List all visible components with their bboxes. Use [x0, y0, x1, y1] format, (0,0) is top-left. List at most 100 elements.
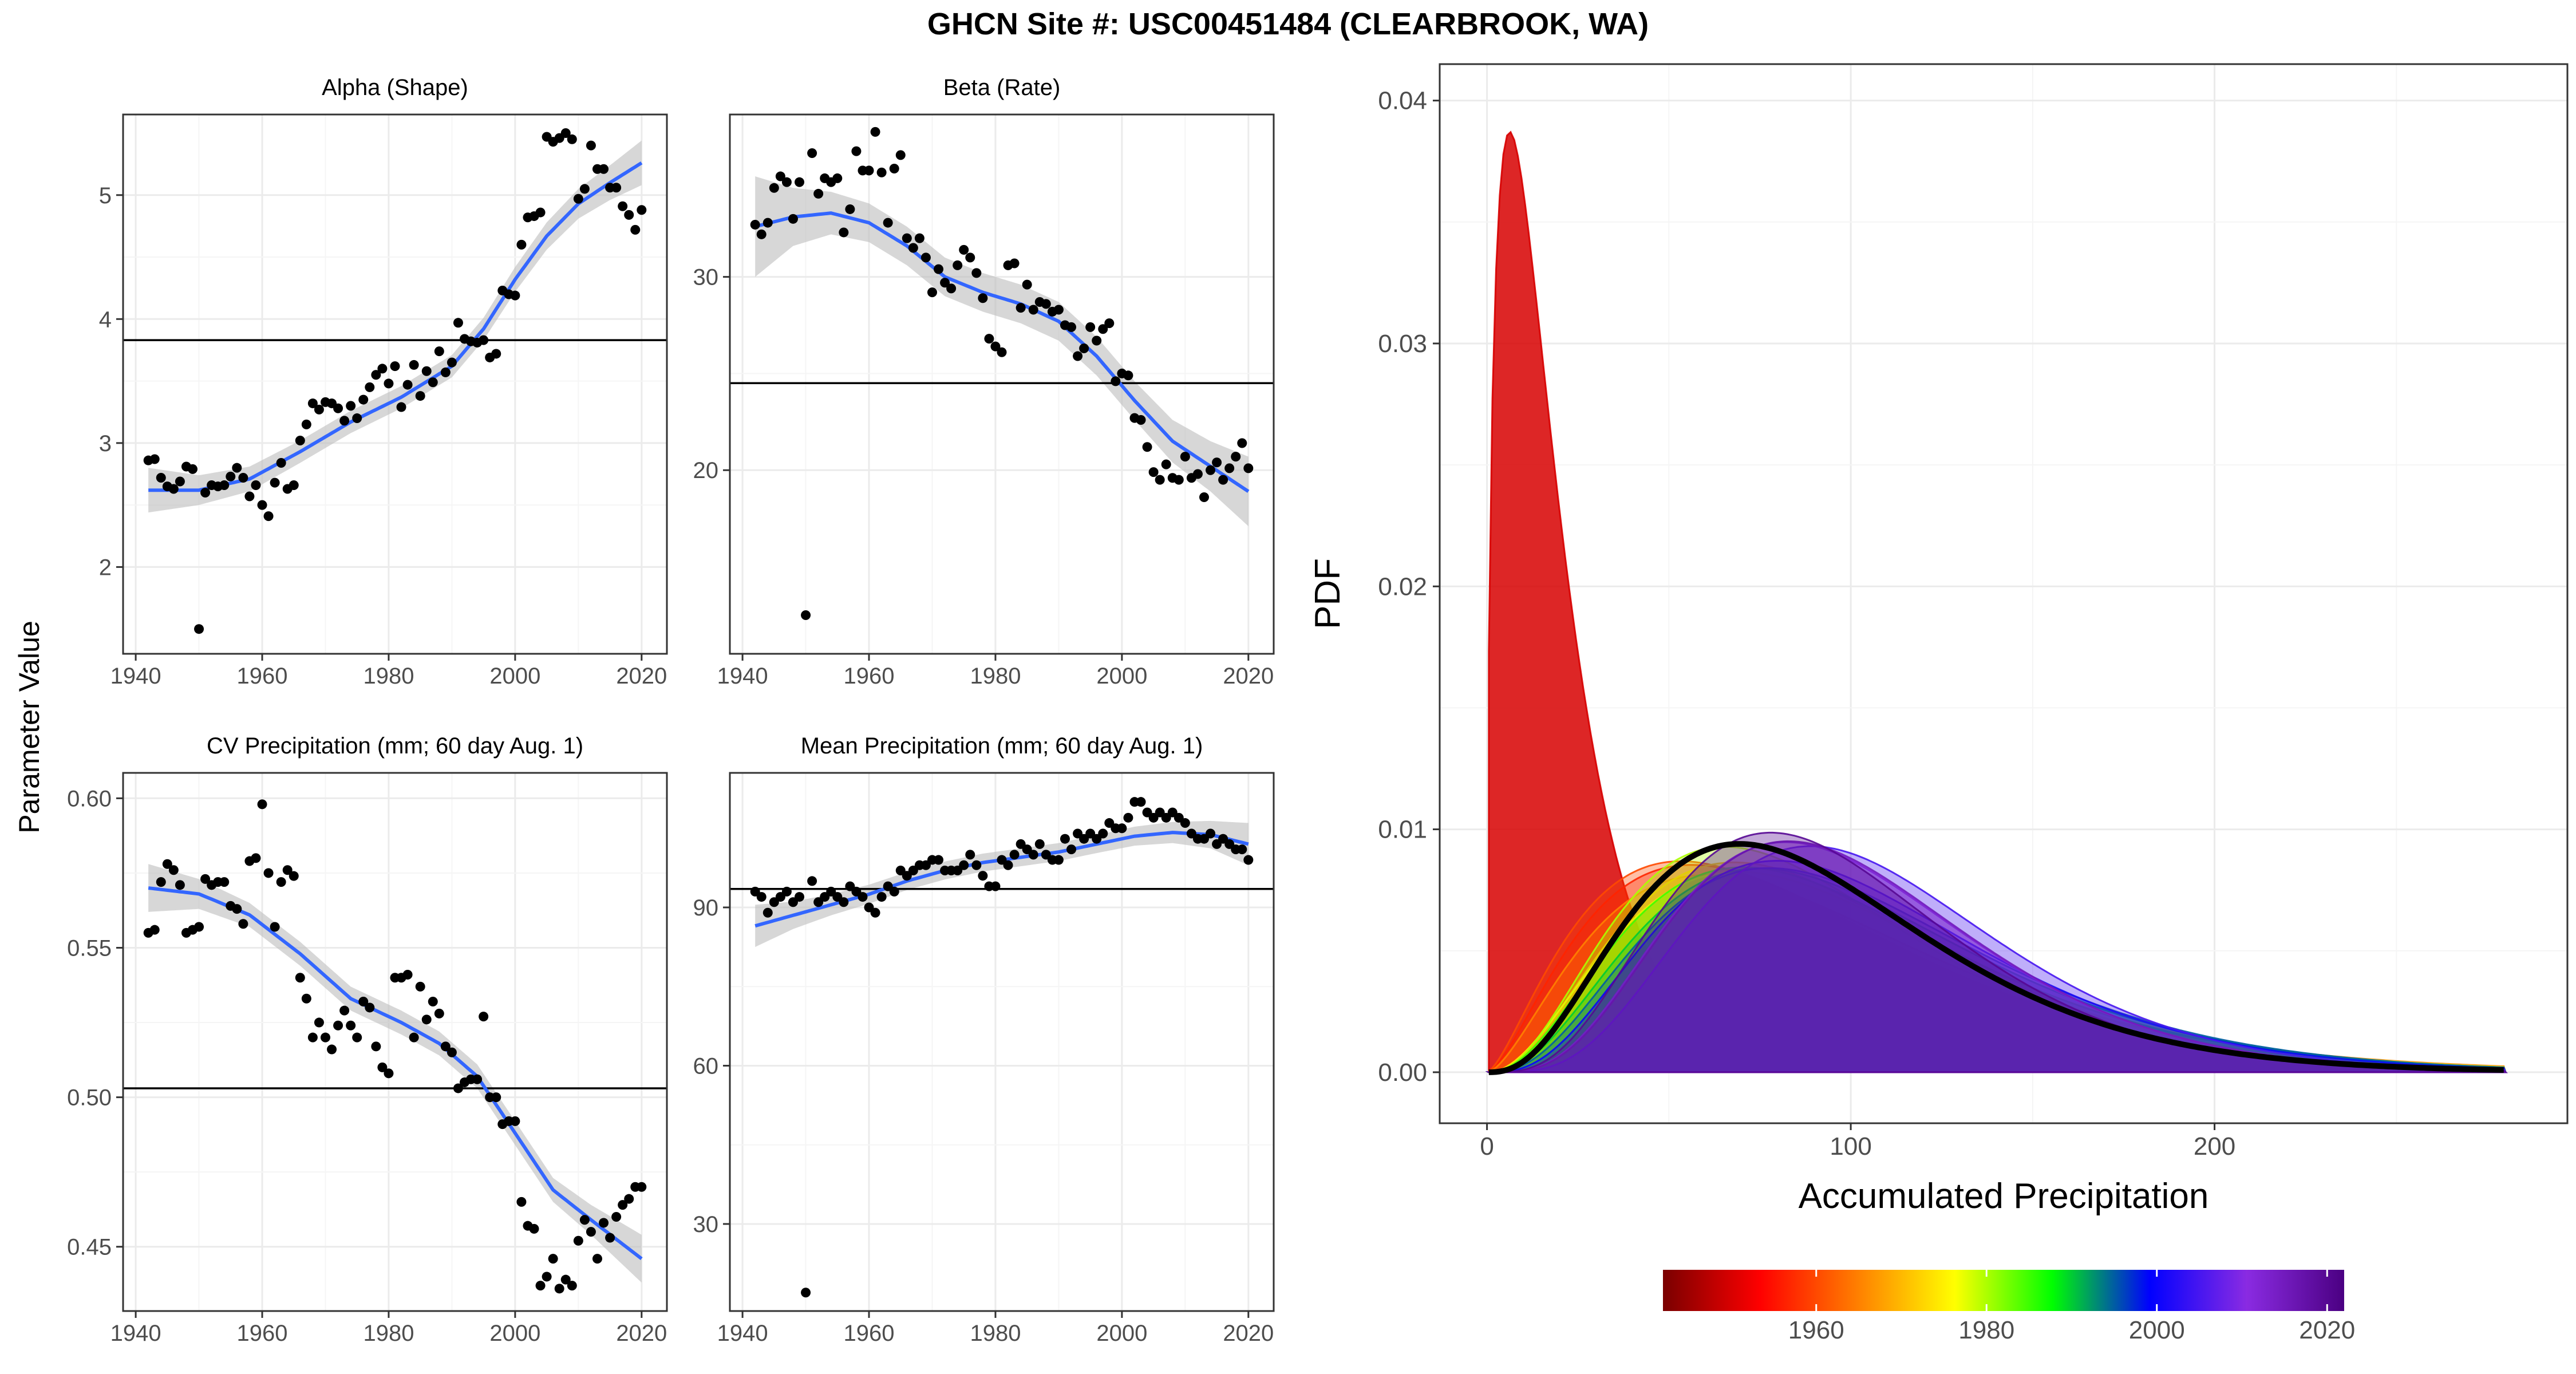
colorbar-legend: 1960 1980 2000 2020	[1663, 1270, 2355, 1344]
y-tick-label: 0.50	[67, 1085, 112, 1111]
data-point	[1060, 834, 1070, 844]
data-point	[959, 860, 969, 870]
data-point	[428, 997, 438, 1006]
data-point	[542, 1272, 552, 1282]
x-tick-label: 200	[2194, 1132, 2235, 1160]
data-point	[232, 463, 242, 473]
data-point	[333, 403, 343, 413]
data-point	[333, 1020, 343, 1030]
data-point	[990, 341, 1001, 352]
data-point	[346, 401, 356, 411]
data-point	[479, 1012, 489, 1022]
data-point	[858, 892, 868, 902]
data-point	[314, 1017, 324, 1028]
panel-title: Mean Precipitation (mm; 60 day Aug. 1)	[801, 733, 1203, 759]
y-tick-label: 5	[99, 183, 112, 208]
x-tick-label: 100	[1830, 1132, 1871, 1160]
data-point	[156, 472, 166, 483]
data-point	[801, 610, 811, 620]
data-point	[516, 239, 527, 250]
data-point	[1237, 844, 1247, 855]
x-tick-label: 2020	[1223, 664, 1274, 689]
data-point	[295, 973, 305, 983]
data-point	[978, 293, 988, 303]
data-point	[491, 1092, 501, 1103]
data-point	[421, 1014, 432, 1025]
data-point	[1028, 850, 1038, 860]
x-tick-label: 2000	[1096, 1321, 1147, 1346]
data-point	[769, 183, 779, 193]
data-point	[1022, 279, 1032, 290]
data-point	[365, 382, 375, 392]
data-point	[510, 1116, 520, 1126]
data-point	[934, 855, 944, 865]
data-point	[756, 229, 767, 239]
y-tick-label: 0.02	[1378, 572, 1427, 601]
panel-title: Beta (Rate)	[943, 75, 1061, 100]
data-point	[573, 1235, 583, 1246]
x-tick-label: 1960	[844, 664, 895, 689]
data-point	[352, 1032, 362, 1043]
data-point	[238, 472, 248, 483]
data-point	[1199, 492, 1209, 503]
data-point	[440, 367, 451, 377]
data-point	[175, 476, 185, 487]
data-point	[1092, 335, 1102, 346]
data-point	[914, 233, 924, 243]
panel-border	[122, 113, 668, 655]
data-point	[762, 907, 773, 918]
data-point	[339, 1005, 350, 1016]
data-point	[1174, 475, 1184, 485]
data-point	[1104, 318, 1115, 329]
data-point	[434, 1008, 444, 1018]
data-point	[795, 177, 805, 187]
data-point	[409, 360, 419, 370]
data-point	[959, 244, 969, 255]
data-point	[762, 218, 773, 228]
data-point	[320, 1032, 330, 1043]
data-point	[965, 252, 975, 263]
data-point	[384, 378, 394, 389]
data-point	[358, 394, 369, 405]
data-point	[934, 264, 944, 274]
x-tick-label: 2000	[489, 1321, 540, 1346]
data-point	[200, 487, 211, 498]
y-tick-label: 0.00	[1378, 1059, 1427, 1087]
data-point	[870, 907, 880, 918]
data-point	[795, 892, 805, 902]
data-point	[990, 881, 1001, 891]
data-point	[289, 480, 299, 490]
data-point	[940, 278, 950, 288]
y-axis-label-pdf: PDF	[1308, 558, 1348, 629]
data-point	[920, 252, 931, 263]
data-point	[1085, 322, 1096, 332]
data-point	[1009, 850, 1020, 860]
data-point	[282, 865, 293, 875]
data-point	[1180, 452, 1190, 462]
data-point	[839, 227, 849, 238]
data-point	[908, 243, 918, 253]
data-point	[232, 904, 242, 914]
data-point	[573, 194, 583, 204]
data-point	[149, 925, 160, 935]
data-point	[301, 419, 311, 429]
panel-pdf: 0 100 200 0.00 0.01 0.02 0.03 0.04 Accumulated P…	[1308, 63, 2569, 1216]
data-point	[440, 1041, 451, 1052]
data-point	[301, 993, 311, 1004]
x-tick-label: 2000	[489, 664, 540, 689]
data-point	[1180, 818, 1190, 828]
data-point	[618, 201, 628, 211]
x-axis-label: Accumulated Precipitation	[1799, 1176, 2209, 1216]
data-point	[479, 335, 489, 345]
x-tick-label: 1940	[110, 1321, 161, 1346]
panel-cv: 1940 1960 1980 2000 2020 0.45 0.50 0.55 0.60 CV P…	[67, 733, 668, 1346]
data-point	[289, 871, 299, 881]
data-point	[1136, 414, 1146, 425]
data-point	[1066, 844, 1077, 855]
y-tick-label: 4	[99, 307, 112, 332]
data-point	[927, 287, 937, 298]
data-point	[434, 346, 444, 357]
data-point	[327, 1044, 337, 1055]
x-tick-label: 1980	[363, 664, 414, 689]
data-point	[510, 290, 520, 301]
